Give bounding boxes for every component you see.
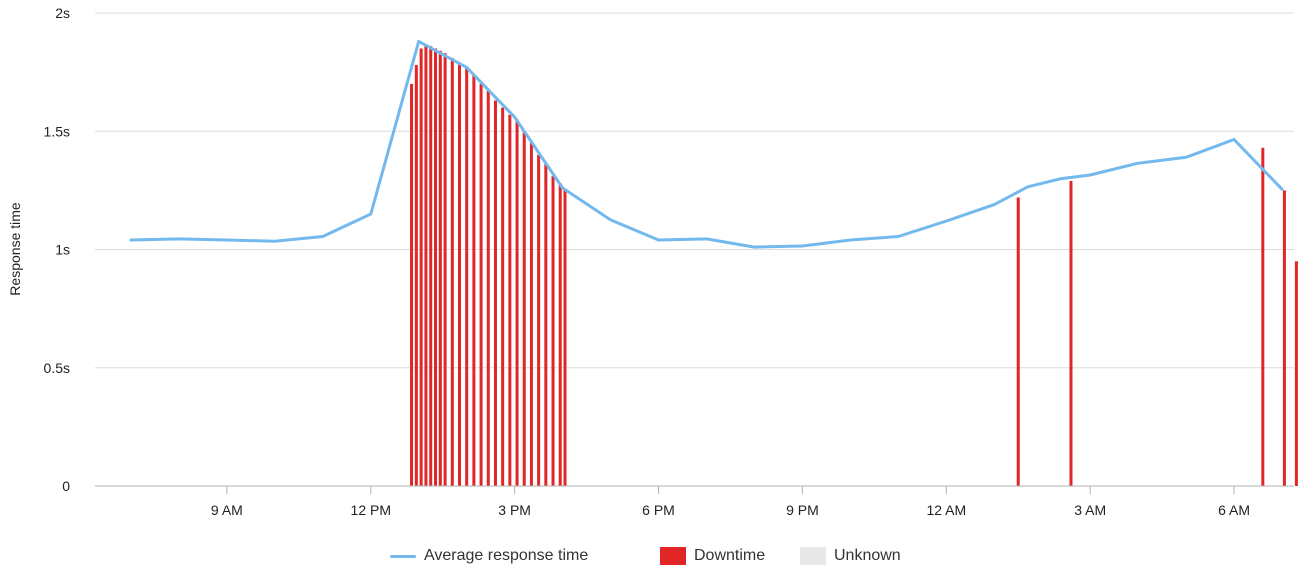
x-tick-label: 6 PM bbox=[642, 502, 675, 518]
downtime-bar[interactable] bbox=[479, 83, 483, 486]
response-time-point[interactable] bbox=[992, 203, 996, 207]
downtime-bar[interactable] bbox=[1261, 147, 1265, 486]
response-time-point[interactable] bbox=[800, 244, 804, 248]
downtime-bar[interactable] bbox=[501, 107, 505, 486]
downtime-bar[interactable] bbox=[558, 183, 562, 486]
response-time-point[interactable] bbox=[1059, 177, 1063, 181]
downtime-bar[interactable] bbox=[515, 119, 519, 487]
legend-label: Downtime bbox=[694, 547, 766, 564]
downtime-bar[interactable] bbox=[508, 114, 512, 486]
response-time-point[interactable] bbox=[896, 234, 900, 238]
downtime-bar[interactable] bbox=[1282, 190, 1286, 486]
downtime-bar[interactable] bbox=[424, 46, 428, 487]
response-time-point[interactable] bbox=[465, 65, 469, 69]
response-time-point[interactable] bbox=[752, 245, 756, 249]
downtime-bars bbox=[410, 46, 1298, 487]
y-tick-label: 0 bbox=[62, 478, 70, 494]
legend-label: Unknown bbox=[834, 547, 901, 564]
response-time-point[interactable] bbox=[369, 212, 373, 216]
downtime-bar[interactable] bbox=[486, 91, 490, 487]
downtime-bar[interactable] bbox=[419, 48, 423, 486]
downtime-bar[interactable] bbox=[465, 67, 469, 487]
downtime-bar[interactable] bbox=[493, 100, 497, 486]
axes: 0 0.5s 1s 1.5s 2s 9 AM 12 PM 3 PM 6 PM 9 PM 12 AM 3… bbox=[44, 5, 1294, 518]
y-tick-label: 1.5s bbox=[44, 123, 70, 139]
average-response-time-line[interactable] bbox=[129, 39, 1284, 249]
response-time-point[interactable] bbox=[321, 234, 325, 238]
downtime-bar[interactable] bbox=[537, 154, 541, 486]
downtime-bar[interactable] bbox=[1294, 261, 1298, 486]
square-swatch-icon bbox=[800, 547, 826, 565]
grid-lines bbox=[95, 12, 1294, 369]
downtime-bar[interactable] bbox=[472, 74, 476, 487]
response-time-point[interactable] bbox=[513, 115, 517, 119]
legend-item-average-response-time[interactable]: Average response time bbox=[390, 544, 588, 568]
line-swatch-icon bbox=[390, 554, 416, 558]
x-tick-label: 6 AM bbox=[1218, 502, 1250, 518]
y-tick-label: 1s bbox=[55, 242, 70, 258]
response-time-point[interactable] bbox=[704, 237, 708, 241]
legend-item-downtime[interactable]: Downtime bbox=[660, 544, 765, 568]
response-time-point[interactable] bbox=[225, 238, 229, 242]
response-time-point[interactable] bbox=[273, 239, 277, 243]
response-time-point[interactable] bbox=[1026, 185, 1030, 189]
downtime-bar[interactable] bbox=[529, 143, 533, 486]
downtime-bar[interactable] bbox=[457, 62, 461, 486]
legend-label: Average response time bbox=[424, 547, 589, 564]
downtime-bar[interactable] bbox=[434, 48, 438, 486]
response-time-point[interactable] bbox=[1280, 187, 1284, 191]
downtime-bar[interactable] bbox=[443, 53, 447, 487]
response-time-point[interactable] bbox=[657, 238, 661, 242]
response-time-point[interactable] bbox=[609, 218, 613, 222]
response-time-point[interactable] bbox=[1088, 173, 1092, 177]
response-time-point[interactable] bbox=[177, 237, 181, 241]
square-swatch-icon bbox=[660, 547, 686, 565]
x-tick-label: 3 PM bbox=[498, 502, 531, 518]
downtime-bar[interactable] bbox=[414, 65, 418, 486]
response-time-point[interactable] bbox=[848, 238, 852, 242]
y-tick-label: 0.5s bbox=[44, 360, 70, 376]
response-time-point[interactable] bbox=[561, 186, 565, 190]
response-time-point[interactable] bbox=[129, 238, 133, 242]
response-time-point[interactable] bbox=[1184, 155, 1188, 159]
response-time-point[interactable] bbox=[417, 39, 421, 43]
y-axis-title: Response time bbox=[7, 202, 23, 296]
downtime-bar[interactable] bbox=[563, 190, 567, 486]
response-time-point[interactable] bbox=[1136, 161, 1140, 165]
downtime-bar[interactable] bbox=[450, 57, 454, 487]
y-tick-label: 2s bbox=[55, 5, 70, 21]
downtime-bar[interactable] bbox=[544, 164, 548, 487]
x-tick-label: 12 AM bbox=[926, 502, 966, 518]
downtime-bar[interactable] bbox=[1069, 180, 1073, 487]
x-tick-label: 9 AM bbox=[211, 502, 243, 518]
downtime-bar[interactable] bbox=[522, 131, 526, 486]
downtime-bar[interactable] bbox=[551, 176, 555, 486]
x-tick-label: 3 AM bbox=[1074, 502, 1106, 518]
downtime-bar[interactable] bbox=[1016, 197, 1020, 486]
x-tick-label: 9 PM bbox=[786, 502, 819, 518]
response-time-point[interactable] bbox=[944, 219, 948, 223]
response-time-point[interactable] bbox=[1232, 138, 1236, 142]
legend: Average response time Downtime Unknown bbox=[0, 544, 1299, 568]
response-time-series bbox=[129, 39, 1284, 249]
downtime-bar[interactable] bbox=[410, 83, 414, 486]
downtime-bar[interactable] bbox=[429, 46, 433, 487]
downtime-bar[interactable] bbox=[438, 50, 442, 487]
legend-item-unknown[interactable]: Unknown bbox=[800, 544, 901, 568]
x-tick-label: 12 PM bbox=[351, 502, 391, 518]
